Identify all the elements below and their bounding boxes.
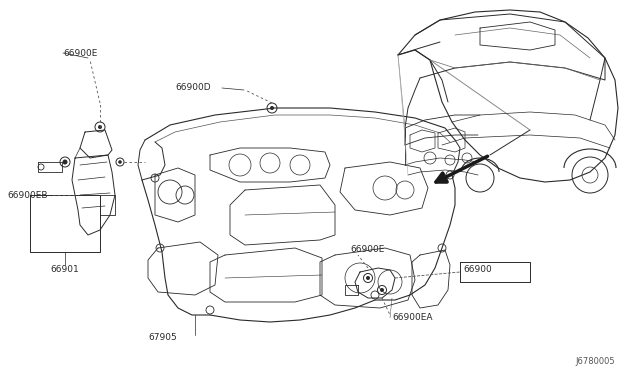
Circle shape xyxy=(63,160,67,164)
Circle shape xyxy=(366,276,370,280)
Text: 66900D: 66900D xyxy=(175,83,211,93)
Text: 66900E: 66900E xyxy=(63,48,97,58)
Circle shape xyxy=(270,106,274,110)
Text: 66900EA: 66900EA xyxy=(392,314,433,323)
Text: 66900E: 66900E xyxy=(350,244,385,253)
Text: 67905: 67905 xyxy=(148,334,177,343)
Text: 66900EB: 66900EB xyxy=(7,192,47,201)
Circle shape xyxy=(98,125,102,129)
Text: 66901: 66901 xyxy=(50,266,79,275)
Circle shape xyxy=(380,288,384,292)
Text: J6780005: J6780005 xyxy=(575,357,614,366)
Text: 66900: 66900 xyxy=(463,266,492,275)
Circle shape xyxy=(118,160,122,164)
